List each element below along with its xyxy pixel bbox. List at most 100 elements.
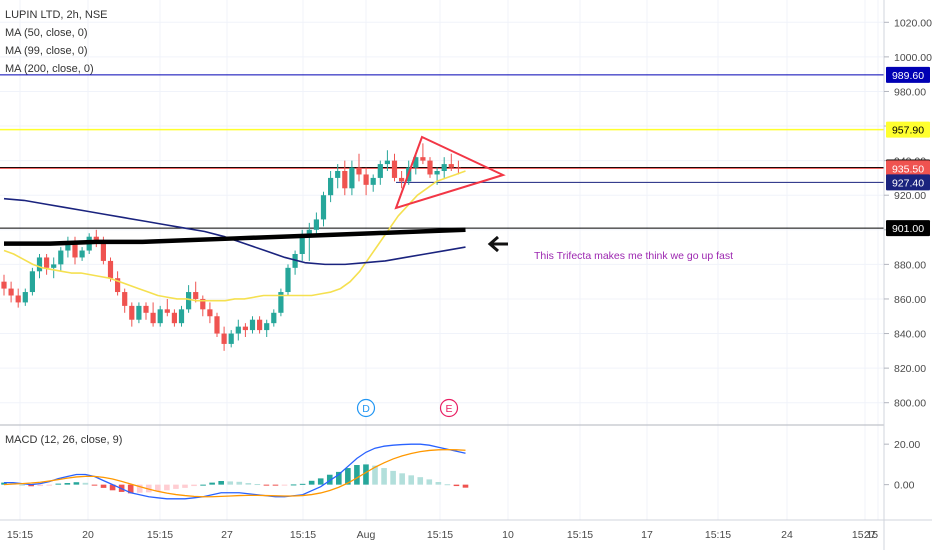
event-marker-d[interactable]: D [356,398,376,418]
candle-body[interactable] [370,177,376,185]
price-label-text: 989.60 [892,70,924,82]
candle-body[interactable] [214,316,220,334]
candle-body[interactable] [249,319,256,331]
candle-body[interactable] [299,236,305,254]
candle-body[interactable] [434,171,440,175]
candle-body[interactable] [164,309,170,313]
candle-body[interactable] [328,177,334,196]
candle-body[interactable] [65,243,71,251]
macd-histogram-bar [209,482,215,485]
candle-body[interactable] [36,257,43,272]
candle-body[interactable] [384,160,390,165]
candle-body[interactable] [129,305,135,320]
candle-body[interactable] [235,326,241,334]
candle-body[interactable] [157,309,163,324]
candle-body[interactable] [136,305,142,320]
candle-body[interactable] [143,305,149,313]
candle-body[interactable] [186,292,192,310]
candle-body[interactable] [207,309,213,317]
candle-body[interactable] [320,195,327,220]
candlestick-series [1,143,461,351]
symbol-title[interactable]: LUPIN LTD, 2h, NSE [5,9,108,21]
candle-body[interactable] [257,319,263,331]
macd-histogram-bar [399,473,405,485]
candle-body[interactable] [377,164,383,178]
candle-body[interactable] [15,295,21,303]
macd-histogram-bar [28,484,34,487]
price-label-901-00[interactable]: 901.00 [886,220,930,237]
candle-body[interactable] [278,292,284,313]
candle-body[interactable] [335,171,341,178]
candle-body[interactable] [22,292,28,303]
macd-histogram-bar [345,468,351,485]
candle-body[interactable] [455,167,461,169]
macd-histogram-bar [426,479,433,485]
arrow-left-icon[interactable] [487,235,508,253]
candle-body[interactable] [171,312,177,324]
price-label-927-40[interactable]: 927.40 [886,174,930,191]
macd-legend[interactable]: MACD (12, 26, close, 9) [5,434,122,446]
candle-body[interactable] [264,323,270,331]
candle-body[interactable] [420,157,426,161]
candle-body[interactable] [271,312,277,324]
candle-body[interactable] [285,267,291,293]
macd-axis[interactable]: 0.00 20.00 [884,439,920,492]
candle-body[interactable] [391,160,398,178]
macd-histogram-bar [37,484,43,487]
candle-body[interactable] [306,229,312,237]
time-tick-label: 15:15 [290,529,316,541]
candle-body[interactable] [178,309,185,324]
ma50-legend[interactable]: MA (50, close, 0) [5,27,88,39]
candle-body[interactable] [193,292,199,299]
macd-histogram-bar [408,475,415,485]
candle-body[interactable] [29,271,35,293]
candle-body[interactable] [1,281,7,289]
macd-histogram-bar [100,484,107,488]
candle-body[interactable] [44,257,50,268]
price-tick-label: 980.00 [894,86,926,98]
candle-body[interactable] [349,167,355,189]
ma200-legend[interactable]: MA (200, close, 0) [5,63,94,75]
price-tick-label: 1000.00 [894,52,932,64]
candle-body[interactable] [8,288,14,296]
candle-body[interactable] [342,171,348,189]
time-tick-label: 15:15 [427,529,453,541]
macd-histogram-bar [317,478,324,485]
time-axis[interactable]: 15:15 20 15:15 27 15:15 Aug 15:15 10 15:15 17 15:1… [7,529,878,541]
price-label-957-90[interactable]: 957.90 [886,121,930,138]
candle-body[interactable] [441,164,447,171]
candle-body[interactable] [107,260,114,279]
candle-body[interactable] [79,250,85,258]
candle-body[interactable] [399,177,405,182]
candle-body[interactable] [413,157,419,168]
candle-body[interactable] [122,292,128,306]
candle-body[interactable] [93,236,99,241]
candle-body[interactable] [228,333,234,344]
macd-histogram-bar [245,483,252,485]
event-circle [356,398,376,418]
ma99-legend[interactable]: MA (99, close, 0) [5,45,88,57]
macd-histogram-bar [218,481,224,485]
price-label-989-60[interactable]: 989.60 [886,66,930,83]
candle-body[interactable] [58,250,64,265]
candle-body[interactable] [448,164,454,168]
triangle-drawing[interactable] [394,135,506,210]
event-marker-e[interactable]: E [439,398,459,418]
annotation-text[interactable]: This Trifecta makes me think we go up fa… [534,250,733,262]
candle-body[interactable] [150,312,156,324]
candle-body[interactable] [100,240,106,261]
candle-body[interactable] [242,326,248,331]
candle-body[interactable] [427,160,433,175]
price-tick-label: 860.00 [894,294,926,306]
candle-body[interactable] [221,333,227,344]
candle-body[interactable] [72,243,78,258]
candle-body[interactable] [313,219,319,230]
candle-body[interactable] [363,174,369,185]
price-label-935-50[interactable]: 935.50 [886,160,930,177]
candle-body[interactable] [115,278,121,293]
price-label-box [886,160,930,177]
candle-body[interactable] [356,167,362,175]
candle-body[interactable] [200,298,206,310]
candle-body[interactable] [51,264,57,268]
